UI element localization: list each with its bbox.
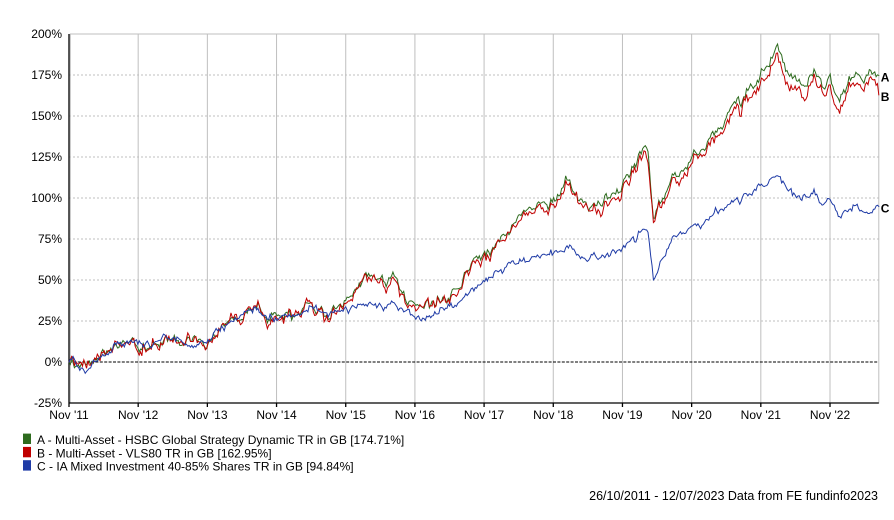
svg-text:Nov '20: Nov '20 bbox=[671, 408, 712, 422]
svg-text:Nov '15: Nov '15 bbox=[326, 408, 367, 422]
svg-text:Nov '18: Nov '18 bbox=[533, 408, 574, 422]
svg-text:200%: 200% bbox=[31, 27, 62, 41]
svg-text:100%: 100% bbox=[31, 191, 62, 205]
svg-text:B - Multi-Asset - VLS80 TR in: B - Multi-Asset - VLS80 TR in GB [162.95… bbox=[37, 446, 272, 460]
svg-text:A: A bbox=[881, 70, 890, 84]
svg-text:A - Multi-Asset - HSBC Global: A - Multi-Asset - HSBC Global Strategy D… bbox=[37, 433, 404, 447]
svg-text:Nov '11: Nov '11 bbox=[49, 408, 89, 422]
svg-text:Nov '22: Nov '22 bbox=[810, 408, 851, 422]
svg-text:175%: 175% bbox=[31, 68, 62, 82]
svg-text:Nov '14: Nov '14 bbox=[256, 408, 297, 422]
svg-text:Nov '21: Nov '21 bbox=[741, 408, 782, 422]
svg-text:150%: 150% bbox=[31, 109, 62, 123]
svg-text:Nov '13: Nov '13 bbox=[187, 408, 228, 422]
svg-text:Nov '12: Nov '12 bbox=[118, 408, 159, 422]
svg-text:25%: 25% bbox=[38, 314, 62, 328]
svg-text:75%: 75% bbox=[38, 232, 62, 246]
svg-text:Nov '16: Nov '16 bbox=[395, 408, 436, 422]
svg-text:C: C bbox=[881, 201, 890, 215]
svg-text:B: B bbox=[881, 90, 890, 104]
svg-text:Nov '17: Nov '17 bbox=[464, 408, 505, 422]
svg-text:50%: 50% bbox=[38, 273, 62, 287]
svg-text:125%: 125% bbox=[31, 150, 62, 164]
svg-text:0%: 0% bbox=[45, 355, 63, 369]
svg-text:26/10/2011 - 12/07/2023 Data f: 26/10/2011 - 12/07/2023 Data from FE fun… bbox=[589, 489, 878, 503]
svg-text:C - IA Mixed Investment 40-85%: C - IA Mixed Investment 40-85% Shares TR… bbox=[37, 460, 354, 474]
svg-text:Nov '19: Nov '19 bbox=[602, 408, 643, 422]
